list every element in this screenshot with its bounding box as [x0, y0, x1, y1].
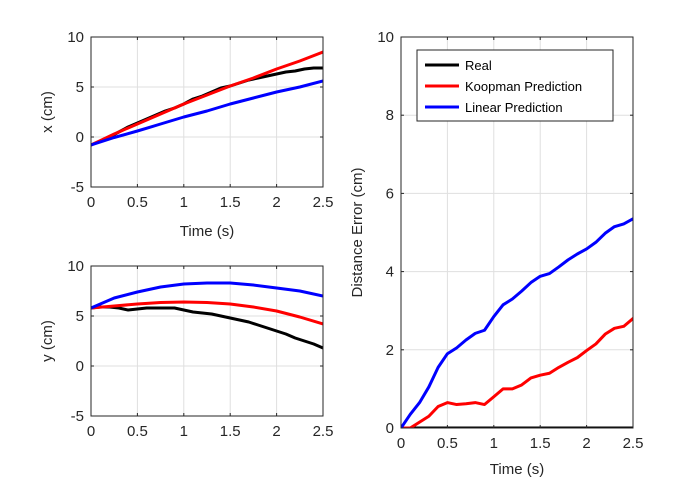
y-tick-label: 0: [76, 358, 84, 375]
series-group: [91, 50, 323, 147]
x-tick-label: 0: [87, 423, 95, 440]
series-line-linear-prediction: [91, 79, 323, 147]
y-tick-label: 10: [377, 29, 394, 46]
series-line-koopman-prediction: [401, 317, 633, 428]
legend: Real Koopman Prediction Linear Prediction: [416, 49, 614, 122]
x-tick-label: 0.5: [127, 194, 148, 211]
legend-label: Real: [465, 58, 492, 73]
y-tick-label: 2: [386, 342, 394, 359]
x-tick-label: 1: [180, 194, 188, 211]
y-axis-label: y (cm): [39, 320, 56, 362]
series-line-koopman-prediction: [91, 50, 323, 147]
x-tick-label: 0.5: [127, 423, 148, 440]
x-tick-label: 2: [272, 423, 280, 440]
y-tick-label: 5: [76, 308, 84, 325]
y-tick-label: 0: [76, 129, 84, 146]
series-line-linear-prediction: [91, 281, 323, 310]
legend-label: Koopman Prediction: [465, 79, 582, 94]
axes-background: [91, 266, 323, 416]
axes-box: [90, 36, 324, 188]
subplot-3: 0 0.5 1 1.5 2 2.5 0 2 4 6 8 10 Time (s) Distance Erro…: [349, 29, 643, 478]
series-line-linear-prediction: [401, 217, 633, 428]
x-tick-label: 1: [180, 423, 188, 440]
x-axis-label: Time (s): [490, 461, 544, 478]
y-tick-label: 6: [386, 185, 394, 202]
x-tick-label: 2: [272, 194, 280, 211]
x-tick-label: 2.5: [313, 423, 334, 440]
x-axis-label: Time (s): [180, 223, 234, 240]
y-axis-label: x (cm): [39, 91, 56, 133]
y-tick-label: -5: [71, 408, 84, 425]
series-group: [91, 281, 323, 350]
x-tick-label: 1.5: [220, 194, 241, 211]
series-line-real: [91, 305, 323, 350]
x-tick-label: 0: [87, 194, 95, 211]
axes-box: [90, 265, 324, 417]
x-tick-label: 0.5: [437, 435, 458, 452]
y-tick-label: 0: [386, 420, 394, 437]
y-tick-label: 5: [76, 79, 84, 96]
x-tick-label: 2: [582, 435, 590, 452]
y-axis-label: Distance Error (cm): [349, 167, 366, 297]
y-tick-label: -5: [71, 179, 84, 196]
legend-label: Linear Prediction: [465, 100, 563, 115]
series-line-koopman-prediction: [91, 300, 323, 326]
y-tick-label: 4: [386, 264, 394, 281]
axes-box: [400, 36, 634, 429]
y-tick-label: 8: [386, 107, 394, 124]
x-tick-label: 0: [397, 435, 405, 452]
x-tick-label: 1.5: [530, 435, 551, 452]
series-group: [401, 217, 633, 428]
x-tick-label: 2.5: [313, 194, 334, 211]
y-tick-label: 10: [67, 29, 84, 46]
x-tick-label: 1: [490, 435, 498, 452]
y-tick-label: 10: [67, 258, 84, 275]
x-tick-label: 1.5: [220, 423, 241, 440]
x-tick-label: 2.5: [623, 435, 644, 452]
